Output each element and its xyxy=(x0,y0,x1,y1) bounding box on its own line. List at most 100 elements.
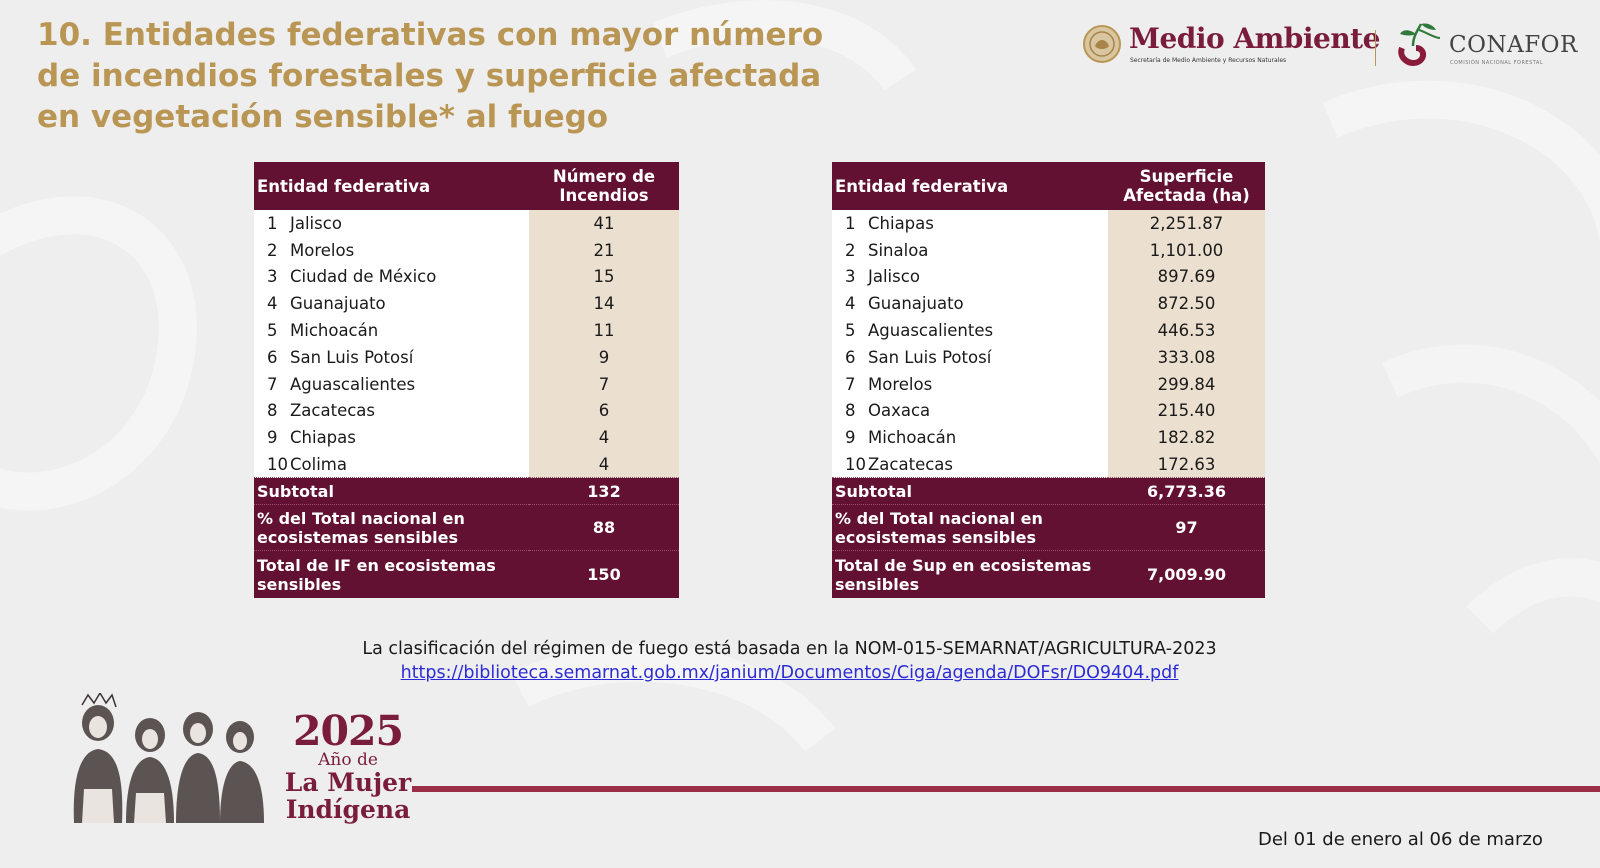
value-cell: 15 xyxy=(529,263,679,291)
fires-table-body: 1 Jalisco 41 2 Morelos 21 3 Ciudad de México 15 4… xyxy=(254,210,679,478)
medio-ambiente-logo: Medio Ambiente Secretaría de Medio Ambie… xyxy=(1082,22,1380,70)
rank-number: 8 xyxy=(845,401,856,421)
entity-name: Morelos xyxy=(290,240,355,260)
rank-number: 3 xyxy=(845,267,856,287)
entity-name: Zacatecas xyxy=(868,454,953,474)
table-row: 2 Sinaloa 1,101.00 xyxy=(832,236,1265,264)
entity-name: Morelos xyxy=(868,374,933,394)
rank-number: 4 xyxy=(267,294,278,314)
column-header-line: Afectada (ha) xyxy=(1123,186,1250,205)
entity-cell: 8 Zacatecas xyxy=(254,397,529,425)
table-row: 5 Michoacán 11 xyxy=(254,317,679,344)
year-motto-line-2: La Mujer xyxy=(284,768,412,797)
total-value: 7,009.90 xyxy=(1108,550,1265,598)
value-cell: 14 xyxy=(529,290,679,318)
rank-number: 10 xyxy=(845,454,866,474)
title-line-2: de incendios forestales y superficie afe… xyxy=(37,58,822,94)
rank-number: 1 xyxy=(267,213,278,233)
column-header-entity: Entidad federativa xyxy=(832,162,1108,210)
subtotal-row: Subtotal 132 xyxy=(254,477,679,505)
total-value: 150 xyxy=(529,550,679,598)
entity-cell: 4 Guanajuato xyxy=(832,290,1108,318)
entity-cell: 8 Oaxaca xyxy=(832,397,1108,425)
table-row: 4 Guanajuato 14 xyxy=(254,290,679,318)
entity-cell: 2 Sinaloa xyxy=(832,236,1108,264)
value-cell: 41 xyxy=(529,210,679,237)
year-label: 2025 xyxy=(292,707,404,755)
entity-name: Ciudad de México xyxy=(290,267,437,287)
entity-name: Michoacán xyxy=(290,321,379,341)
label-line: ecosistemas sensibles xyxy=(835,527,1037,547)
label-line: Total de IF en ecosistemas xyxy=(257,555,496,575)
entity-name: Jalisco xyxy=(868,267,920,287)
entity-name: Zacatecas xyxy=(290,401,375,421)
indigenous-women-illustration xyxy=(73,693,264,823)
rank-number: 7 xyxy=(845,374,856,394)
table-row: 10 Colima 4 xyxy=(254,451,679,478)
value-cell: 2,251.87 xyxy=(1108,210,1265,237)
pct-national-label: % del Total nacional en ecosistemas sens… xyxy=(832,504,1108,551)
entity-cell: 4 Guanajuato xyxy=(254,290,529,318)
entity-cell: 6 San Luis Potosí xyxy=(832,343,1108,371)
table-row: 7 Morelos 299.84 xyxy=(832,370,1265,398)
table-row: 2 Morelos 21 xyxy=(254,236,679,264)
table-row: 9 Chiapas 4 xyxy=(254,424,679,452)
conafor-subtitle: COMISIÓN NACIONAL FORESTAL xyxy=(1450,60,1544,66)
value-cell: 897.69 xyxy=(1108,263,1265,291)
total-label: Total de IF en ecosistemas sensibles xyxy=(254,550,529,598)
entity-cell: 2 Morelos xyxy=(254,236,529,264)
column-header-line: Incendios xyxy=(559,186,649,205)
table-row: 8 Zacatecas 6 xyxy=(254,397,679,425)
entity-name: Aguascalientes xyxy=(290,374,416,394)
entity-name: Colima xyxy=(290,454,347,474)
label-line: % del Total nacional en xyxy=(835,508,1043,528)
page-title: 10. Entidades federativas con mayor núme… xyxy=(37,15,837,138)
conafor-name: CONAFOR xyxy=(1449,32,1578,58)
entity-name: Guanajuato xyxy=(868,294,964,314)
table-row: 1 Jalisco 41 xyxy=(254,210,679,237)
entity-cell: 7 Morelos xyxy=(832,370,1108,398)
pct-national-value: 88 xyxy=(529,504,679,551)
rank-number: 9 xyxy=(845,428,856,448)
rank-number: 4 xyxy=(845,294,856,314)
subtotal-row: Subtotal 6,773.36 xyxy=(832,477,1265,505)
value-cell: 11 xyxy=(529,317,679,344)
subtotal-value: 132 xyxy=(529,477,679,505)
value-cell: 872.50 xyxy=(1108,290,1265,318)
rank-number: 2 xyxy=(267,240,278,260)
title-line-3: en vegetación sensible* al fuego xyxy=(37,99,609,135)
rank-number: 3 xyxy=(267,267,278,287)
table-row: 1 Chiapas 2,251.87 xyxy=(832,210,1265,237)
value-cell: 7 xyxy=(529,370,679,398)
entity-name: Aguascalientes xyxy=(868,321,994,341)
column-header-line: Número de xyxy=(552,167,656,186)
value-cell: 4 xyxy=(529,424,679,452)
footer-divider-line xyxy=(412,786,1600,792)
rank-number: 10 xyxy=(267,454,288,474)
table-row: 3 Jalisco 897.69 xyxy=(832,263,1265,291)
rank-number: 6 xyxy=(845,347,856,367)
column-header-area: Superficie Afectada (ha) xyxy=(1108,162,1265,210)
label-line: sensibles xyxy=(257,574,342,594)
table-row: 6 San Luis Potosí 333.08 xyxy=(832,343,1265,371)
table-row: 5 Aguascalientes 446.53 xyxy=(832,317,1265,344)
table-row: 7 Aguascalientes 7 xyxy=(254,370,679,398)
year-motto-line-1: Año de xyxy=(318,750,378,770)
rank-number: 9 xyxy=(267,428,278,448)
value-cell: 333.08 xyxy=(1108,343,1265,371)
medio-ambiente-name: Medio Ambiente xyxy=(1129,22,1380,55)
entity-name: San Luis Potosí xyxy=(290,347,414,367)
fires-table: Entidad federativa Número de Incendios 1… xyxy=(254,162,679,598)
entity-name: Michoacán xyxy=(868,428,957,448)
area-table: Entidad federativa Superficie Afectada (… xyxy=(832,162,1265,598)
medio-ambiente-subtitle: Secretaría de Medio Ambiente y Recursos … xyxy=(1130,57,1287,64)
pct-national-label: % del Total nacional en ecosistemas sens… xyxy=(254,504,529,551)
source-link[interactable]: https://biblioteca.semarnat.gob.mx/janiu… xyxy=(400,663,1179,683)
table-header-row: Entidad federativa Superficie Afectada (… xyxy=(832,162,1265,210)
entity-cell: 9 Chiapas xyxy=(254,424,529,452)
rank-number: 2 xyxy=(845,240,856,260)
entity-name: Guanajuato xyxy=(290,294,386,314)
subtotal-value: 6,773.36 xyxy=(1108,477,1265,505)
title-line-1: 10. Entidades federativas con mayor núme… xyxy=(37,17,824,53)
entity-name: San Luis Potosí xyxy=(868,347,992,367)
